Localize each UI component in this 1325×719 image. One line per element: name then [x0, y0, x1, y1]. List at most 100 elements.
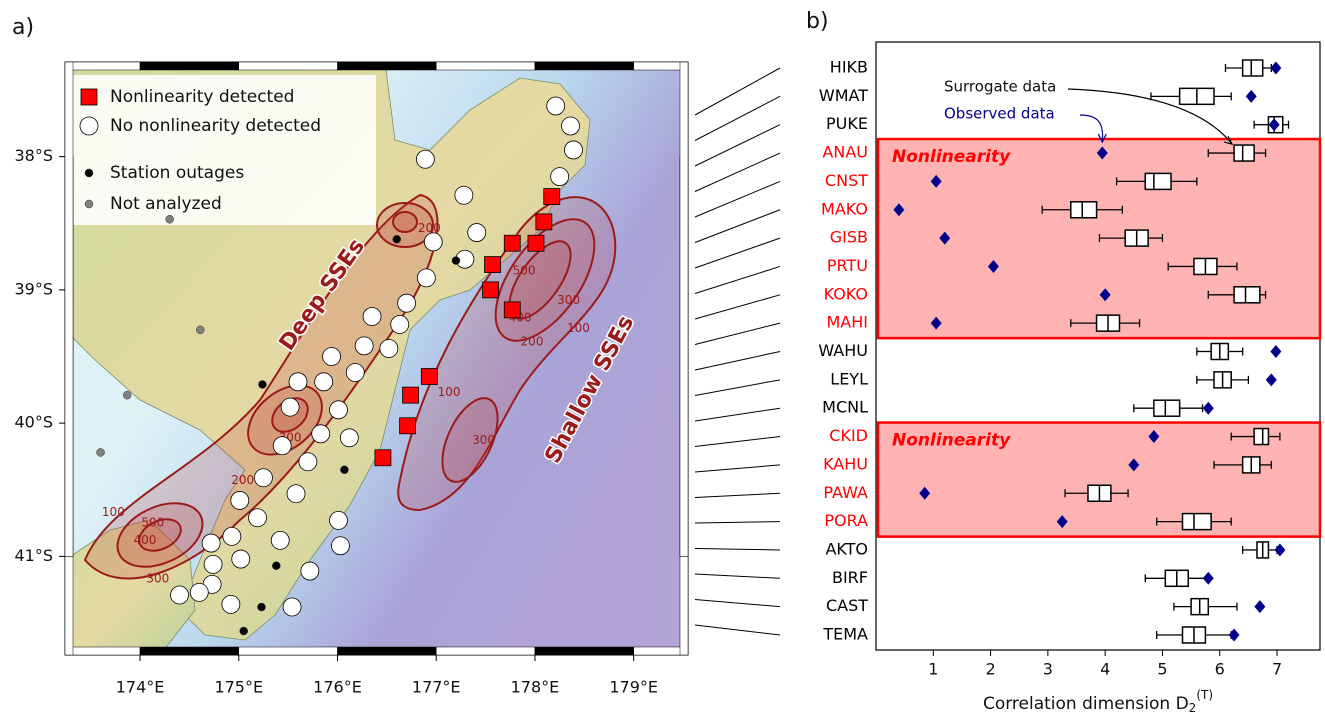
station-square	[421, 368, 437, 384]
station-dot	[123, 391, 131, 399]
legend-label: Station outages	[110, 163, 244, 183]
x-tick-label: 4	[1100, 660, 1110, 679]
frame-segment	[65, 62, 140, 70]
connector	[695, 153, 780, 191]
station-circle	[468, 224, 486, 242]
x-tick-label: 5	[1157, 660, 1167, 679]
observed-marker	[1203, 402, 1214, 415]
connector	[695, 574, 780, 578]
contour-label: 300	[557, 293, 580, 307]
observed-marker	[1254, 600, 1265, 613]
x-tick-label: 179°E	[609, 678, 658, 697]
legend-label: Nonlinearity detected	[110, 87, 294, 107]
station-circle	[416, 150, 434, 168]
observed-marker	[1270, 345, 1281, 358]
station-dot	[258, 380, 266, 388]
frame-segment	[680, 62, 688, 556]
station-circle	[562, 117, 580, 135]
panel-label: a)	[12, 15, 34, 40]
station-square	[81, 89, 97, 105]
frame-segment	[535, 62, 634, 70]
station-label: CNST	[825, 171, 868, 190]
x-axis-label: Correlation dimension D2(T)	[983, 688, 1213, 715]
station-label: WAHU	[818, 341, 868, 360]
observed-marker	[1229, 629, 1240, 642]
station-circle	[323, 348, 341, 366]
station-circle	[417, 269, 435, 287]
observed-marker	[1246, 90, 1257, 103]
connector	[695, 238, 780, 268]
station-label: GISB	[830, 228, 868, 247]
region-label: Nonlinearity	[892, 147, 1011, 167]
plot-frame	[876, 42, 1320, 650]
station-circle	[315, 373, 333, 391]
station-circle	[329, 401, 347, 419]
connector	[695, 625, 780, 635]
contour-label: 200	[231, 473, 254, 487]
station-circle	[287, 485, 305, 503]
connector	[695, 352, 780, 371]
connector	[695, 125, 780, 166]
station-circle	[232, 550, 250, 568]
station-label: CAST	[826, 596, 868, 615]
station-circle	[340, 429, 358, 447]
station-dot	[85, 200, 93, 208]
connector	[695, 380, 780, 396]
frame-segment	[140, 62, 239, 70]
frame-segment	[535, 647, 634, 655]
x-axis-label-part: 2	[1189, 701, 1197, 715]
station-circle	[331, 537, 349, 555]
contour-label: 400	[134, 533, 157, 547]
station-circle	[80, 117, 98, 135]
station-label: MAHI	[827, 313, 869, 332]
y-tick-label: 38°S	[14, 146, 53, 165]
x-tick-label: 7	[1272, 660, 1282, 679]
figure: a) b) 174°E175°E176°E177°E178°E179°E38°S…	[0, 0, 1325, 719]
connector	[695, 96, 780, 140]
x-tick-label: 3	[1043, 660, 1053, 679]
observed-marker	[1266, 373, 1277, 386]
station-label: MCNL	[822, 398, 868, 417]
box	[1071, 202, 1097, 218]
observed-marker	[1203, 572, 1214, 585]
station-dot	[272, 562, 280, 570]
contour-label: 200	[521, 334, 544, 348]
contour-label: 100	[567, 321, 590, 335]
connector	[695, 68, 780, 115]
station-circle	[289, 373, 307, 391]
station-circle	[222, 595, 240, 613]
connector	[695, 266, 780, 293]
station-dot	[257, 603, 265, 611]
station-circle	[551, 168, 569, 186]
x-axis-label-part: (T)	[1196, 688, 1213, 702]
station-label: TEMA	[822, 625, 868, 644]
station-label: KAHU	[823, 454, 868, 473]
box	[1254, 429, 1268, 445]
connector	[695, 549, 780, 550]
station-circle	[249, 509, 267, 527]
station-square	[504, 235, 520, 251]
station-square	[400, 418, 416, 434]
station-circle	[312, 425, 330, 443]
frame-segment	[65, 62, 73, 556]
station-label: AKTO	[825, 539, 868, 558]
station-circle	[329, 511, 347, 529]
x-tick-label: 176°E	[313, 678, 362, 697]
station-square	[536, 214, 552, 230]
connector	[695, 465, 780, 472]
station-label: PAWA	[823, 483, 868, 502]
x-tick-label: 174°E	[116, 678, 165, 697]
y-tick-label: 39°S	[14, 279, 53, 298]
station-circle	[299, 453, 317, 471]
x-tick-label: 178°E	[511, 678, 560, 697]
x-tick-label: 2	[985, 660, 995, 679]
station-square	[483, 282, 499, 298]
annotation: Observed data	[944, 105, 1055, 123]
contour-label: 300	[472, 433, 495, 447]
station-dot	[196, 326, 204, 334]
contour-label: 100	[102, 505, 125, 519]
frame-segment	[65, 647, 140, 655]
connector	[695, 181, 780, 217]
x-axis-label-part: Correlation dimension D	[983, 694, 1189, 714]
box	[1234, 145, 1254, 161]
